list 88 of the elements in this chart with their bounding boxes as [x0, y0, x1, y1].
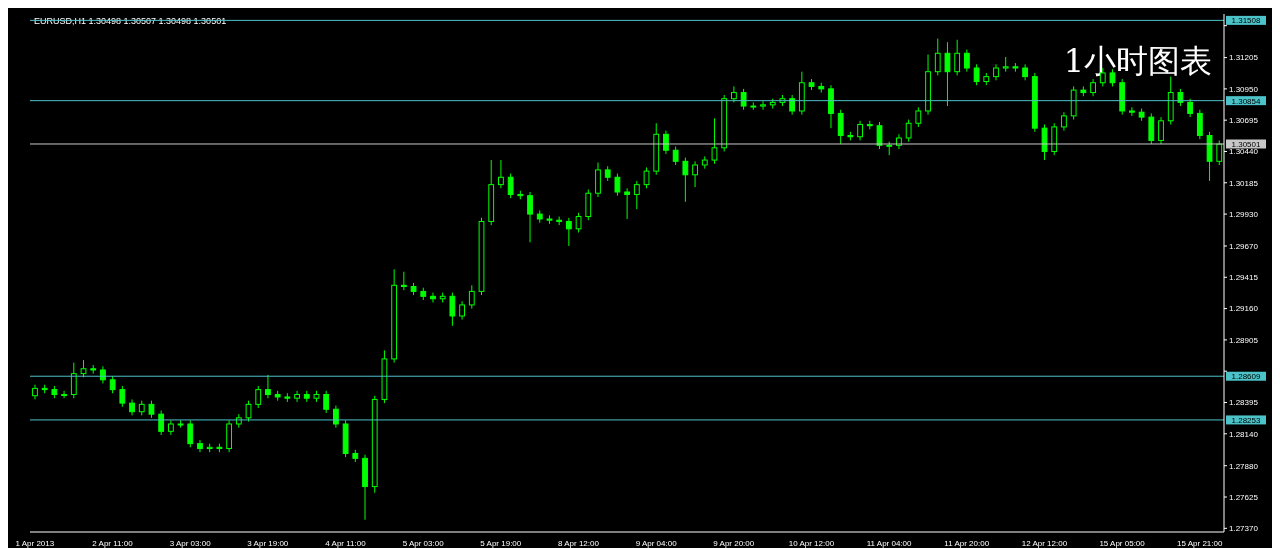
- candlestick: [857, 120, 863, 141]
- candlestick: [915, 106, 922, 128]
- candlestick: [944, 41, 951, 107]
- y-tick-label: 1.28905: [1229, 335, 1259, 345]
- x-tick-label: 4 Apr 11:00: [325, 538, 367, 548]
- candlestick: [61, 390, 67, 399]
- candlestick: [468, 284, 475, 310]
- ref-line-label: 1.30854: [1231, 96, 1262, 106]
- candlestick: [954, 39, 961, 76]
- y-tick-label: 1.29415: [1229, 273, 1259, 283]
- candlestick: [934, 38, 941, 76]
- candlestick: [1061, 111, 1067, 132]
- candlestick: [255, 385, 262, 409]
- x-tick-label: 9 Apr 20:00: [713, 538, 755, 548]
- candlestick: [245, 400, 252, 423]
- x-tick-label: 3 Apr 19:00: [247, 538, 289, 548]
- y-tick-label: 1.29670: [1229, 241, 1259, 251]
- candlestick: [711, 117, 718, 165]
- y-tick-label: 1.31205: [1229, 53, 1259, 63]
- y-tick-label: 1.29160: [1229, 304, 1259, 314]
- candlestick: [294, 390, 300, 403]
- candlestick: [585, 189, 592, 221]
- candlestick: [119, 385, 126, 408]
- candlestick: [449, 292, 456, 327]
- candlestick: [731, 85, 737, 103]
- candlestick: [614, 173, 621, 197]
- candlestick: [527, 191, 533, 243]
- candlestick: [672, 146, 679, 166]
- x-tick-label: 11 Apr 20:00: [944, 538, 990, 548]
- candlestick: [760, 100, 766, 111]
- y-tick-label: 1.30185: [1229, 178, 1259, 188]
- y-tick-label: 1.27880: [1229, 461, 1259, 471]
- x-tick-label: 2 Apr 11:00: [92, 538, 134, 548]
- candlestick: [837, 109, 844, 145]
- candlestick: [187, 419, 194, 448]
- ref-line-label: 1.30501: [1231, 139, 1262, 149]
- candlestick: [905, 119, 912, 143]
- x-tick-label: 1 Apr 2013: [15, 538, 55, 548]
- candlestick: [575, 212, 582, 233]
- candlestick: [1129, 106, 1135, 117]
- candlestick: [973, 63, 980, 86]
- y-tick-label: 1.28140: [1229, 429, 1259, 439]
- ref-line-label: 1.31508: [1231, 16, 1262, 26]
- candlestick: [70, 362, 77, 399]
- x-tick-label: 11 Apr 04:00: [866, 538, 913, 548]
- candlestick: [963, 49, 970, 73]
- candlestick: [323, 390, 330, 414]
- candlestick: [595, 162, 601, 198]
- candlestick: [265, 374, 271, 399]
- x-tick-label: 5 Apr 03:00: [402, 538, 445, 548]
- y-tick-label: 1.27370: [1229, 524, 1259, 534]
- candlestick: [459, 300, 465, 321]
- candlestick: [643, 166, 650, 189]
- candlestick: [197, 439, 203, 453]
- candlestick: [682, 157, 689, 203]
- annotation: 1小时图表: [1063, 42, 1212, 80]
- ref-line-label: 1.28253: [1231, 415, 1262, 425]
- candlestick: [565, 217, 572, 247]
- candlestick: [1148, 112, 1155, 145]
- candlestick: [430, 292, 436, 303]
- x-tick-label: 15 Apr 21:00: [1177, 538, 1223, 548]
- x-tick-label: 15 Apr 05:00: [1099, 538, 1146, 548]
- x-tick-label: 3 Apr 03:00: [169, 538, 212, 548]
- candlestick: [663, 130, 669, 155]
- y-tick-label: 1.29930: [1229, 209, 1259, 219]
- candlestick: [1196, 109, 1203, 140]
- y-tick-label: 1.30440: [1229, 147, 1259, 157]
- candlestick: [498, 159, 504, 189]
- y-tick-label: 1.30950: [1229, 84, 1259, 94]
- candlestick: [876, 121, 883, 150]
- candlestick: [1158, 116, 1164, 145]
- candlestick: [400, 271, 407, 291]
- y-tick-label: 1.27625: [1229, 492, 1259, 502]
- candlestick: [507, 173, 514, 199]
- candlestick: [633, 180, 640, 210]
- x-tick-label: 10 Apr 12:00: [788, 538, 835, 548]
- candlestick: [158, 409, 165, 436]
- y-tick-label: 1.30695: [1229, 116, 1259, 126]
- x-tick-label: 9 Apr 04:00: [635, 538, 678, 548]
- candlestick: [1041, 123, 1048, 161]
- candlestick: [1187, 98, 1194, 118]
- x-tick-label: 8 Apr 12:00: [558, 538, 600, 548]
- y-tick-label: 1.28395: [1229, 398, 1259, 408]
- candlestick: [624, 187, 631, 220]
- x-tick-label: 5 Apr 19:00: [480, 538, 522, 548]
- ref-line-label: 1.28609: [1231, 372, 1262, 382]
- candlestick: [692, 160, 698, 188]
- x-tick-label: 12 Apr 12:00: [1021, 538, 1068, 548]
